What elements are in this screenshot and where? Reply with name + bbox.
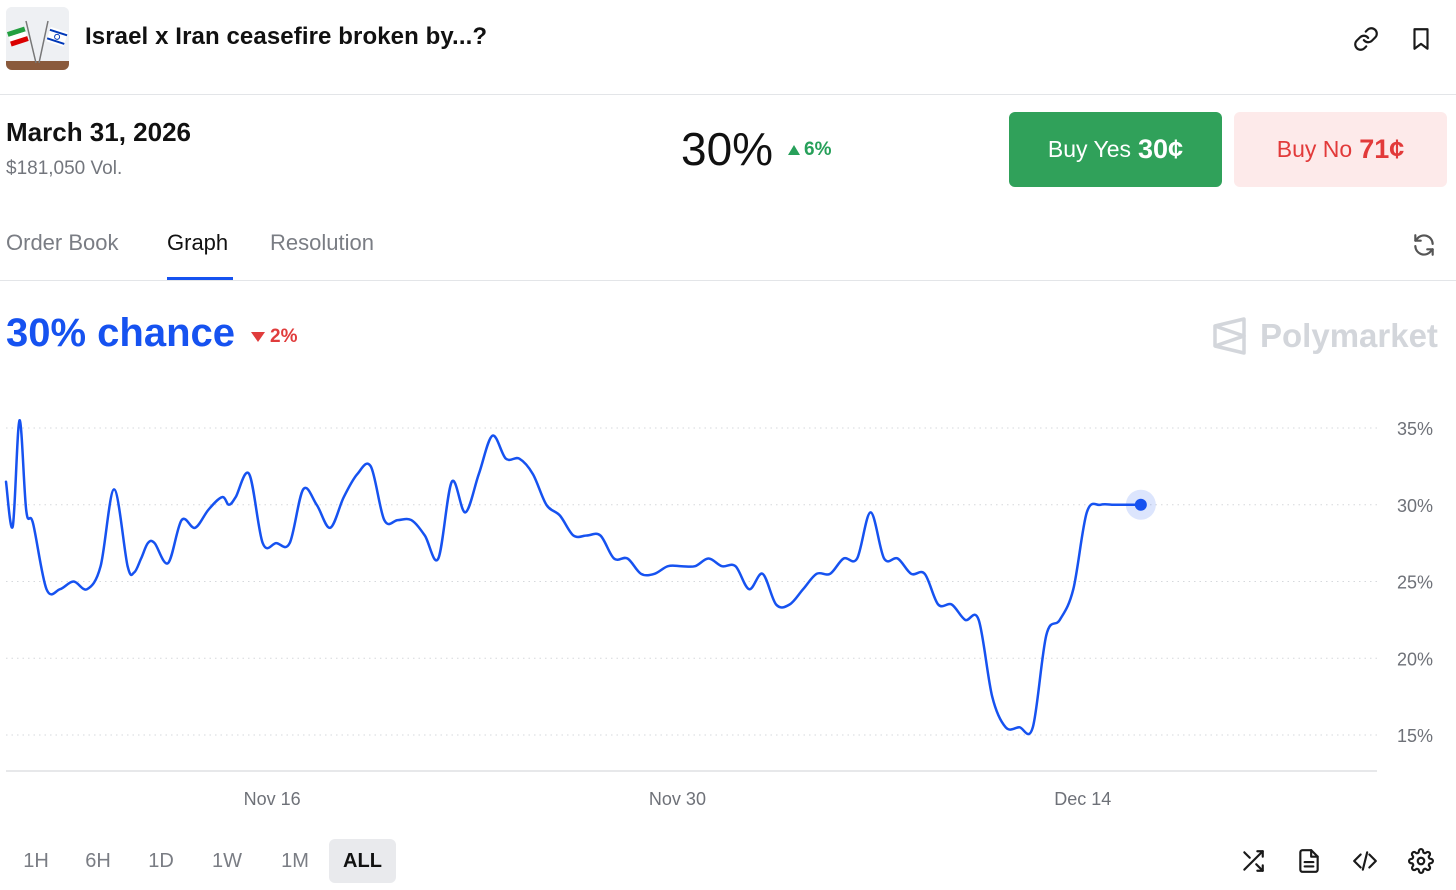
tab-bar: Order Book Graph Resolution xyxy=(0,214,1456,281)
x-tick-label: Dec 14 xyxy=(1054,789,1111,809)
flags-image xyxy=(6,7,69,70)
range-1m-button[interactable]: 1M xyxy=(281,849,309,872)
bookmark-icon[interactable] xyxy=(1406,24,1436,54)
price-change-up: 6% xyxy=(788,139,831,161)
gear-icon[interactable] xyxy=(1407,847,1435,875)
time-range-bar: 1H 6H 1D 1W 1M ALL xyxy=(0,838,1456,884)
resolution-date: March 31, 2026 xyxy=(6,117,192,147)
y-tick-label: 30% xyxy=(1397,496,1433,516)
buy-yes-button[interactable]: Buy Yes 30¢ xyxy=(1009,112,1222,187)
buy-no-price: 71¢ xyxy=(1359,134,1405,164)
buy-no-button[interactable]: Buy No 71¢ xyxy=(1234,112,1447,187)
x-tick-label: Nov 30 xyxy=(649,789,706,809)
down-arrow-icon xyxy=(251,332,265,342)
chance-change-value: 2% xyxy=(270,326,298,347)
polymarket-watermark: Polymarket xyxy=(1212,317,1438,355)
market-title: Israel x Iran ceasefire broken by...? xyxy=(85,23,488,50)
range-1w-button[interactable]: 1W xyxy=(212,849,242,872)
current-point-marker xyxy=(1134,498,1147,511)
range-all-button[interactable]: ALL xyxy=(329,839,396,883)
polymarket-logo-icon xyxy=(1213,317,1246,355)
price-change-value: 6% xyxy=(804,139,832,160)
y-tick-label: 15% xyxy=(1397,726,1433,746)
tab-resolution[interactable]: Resolution xyxy=(270,230,374,255)
refresh-icon[interactable] xyxy=(1411,232,1437,258)
shuffle-icon[interactable] xyxy=(1239,847,1267,875)
market-header: Israel x Iran ceasefire broken by...? xyxy=(0,0,1456,95)
y-tick-label: 20% xyxy=(1397,649,1433,669)
range-1h-button[interactable]: 1H xyxy=(23,849,49,872)
chance-change-down: 2% xyxy=(251,326,297,348)
chance-label: 30% chance xyxy=(6,311,236,355)
buy-no-label: Buy No xyxy=(1276,136,1353,162)
link-icon[interactable] xyxy=(1351,24,1381,54)
range-6h-button[interactable]: 6H xyxy=(85,849,111,872)
brand-name: Polymarket xyxy=(1260,317,1438,354)
tab-graph[interactable]: Graph xyxy=(167,230,229,255)
up-arrow-icon xyxy=(788,145,800,155)
range-1d-button[interactable]: 1D xyxy=(148,849,174,872)
x-tick-label: Nov 16 xyxy=(244,789,301,809)
active-tab-indicator xyxy=(167,277,233,280)
buy-yes-label: Buy Yes xyxy=(1047,136,1132,162)
price-chart[interactable]: 35% 30% 25% 20% 15% Nov 16 Nov 30 Dec 14 xyxy=(0,380,1456,820)
series-line xyxy=(4,419,1143,736)
code-icon[interactable] xyxy=(1351,847,1379,875)
y-tick-label: 35% xyxy=(1397,419,1433,439)
volume-label: $181,050 Vol. xyxy=(6,158,123,179)
document-icon[interactable] xyxy=(1295,847,1323,875)
price-percent: 30% xyxy=(681,123,774,175)
buy-yes-price: 30¢ xyxy=(1138,134,1184,164)
market-thumbnail xyxy=(6,7,69,70)
tab-order-book[interactable]: Order Book xyxy=(6,230,119,255)
y-tick-label: 25% xyxy=(1397,573,1433,593)
